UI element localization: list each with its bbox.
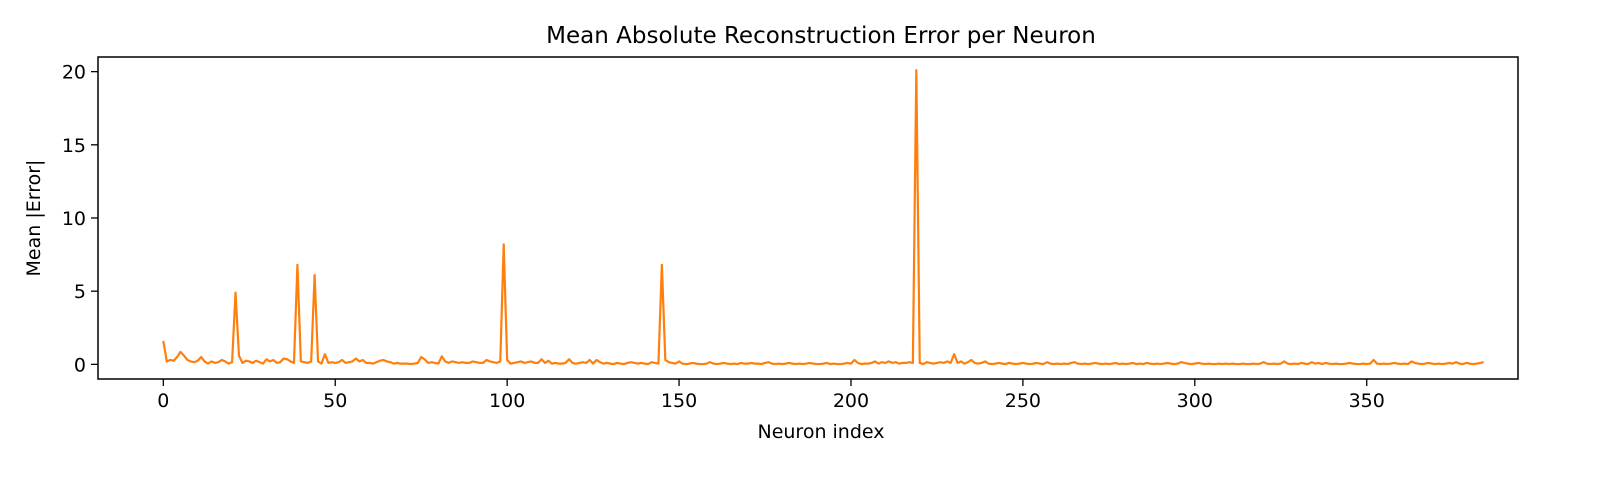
y-tick-label: 10 bbox=[62, 208, 86, 230]
plot-frame bbox=[97, 56, 1519, 380]
x-tick-label: 150 bbox=[661, 390, 697, 412]
chart-title: Mean Absolute Reconstruction Error per N… bbox=[546, 23, 1096, 49]
y-axis: 0 5 10 15 20 bbox=[62, 62, 98, 376]
y-tick-label: 20 bbox=[62, 62, 86, 84]
x-tick-label: 300 bbox=[1177, 390, 1213, 412]
x-tick-label: 100 bbox=[489, 390, 525, 412]
x-tick-label: 50 bbox=[323, 390, 347, 412]
y-tick-label: 5 bbox=[74, 281, 86, 303]
y-tick-label: 0 bbox=[74, 354, 86, 376]
y-axis-label: Mean |Error| bbox=[23, 160, 45, 277]
series-line bbox=[162, 69, 1484, 366]
x-tick-label: 250 bbox=[1005, 390, 1041, 412]
x-tick-label: 0 bbox=[157, 390, 169, 412]
x-axis: 0 50 100 150 200 250 300 350 bbox=[157, 379, 1385, 412]
y-tick-label: 15 bbox=[62, 135, 86, 157]
x-tick-label: 200 bbox=[833, 390, 869, 412]
x-axis-label: Neuron index bbox=[757, 421, 884, 443]
x-tick-label: 350 bbox=[1349, 390, 1385, 412]
